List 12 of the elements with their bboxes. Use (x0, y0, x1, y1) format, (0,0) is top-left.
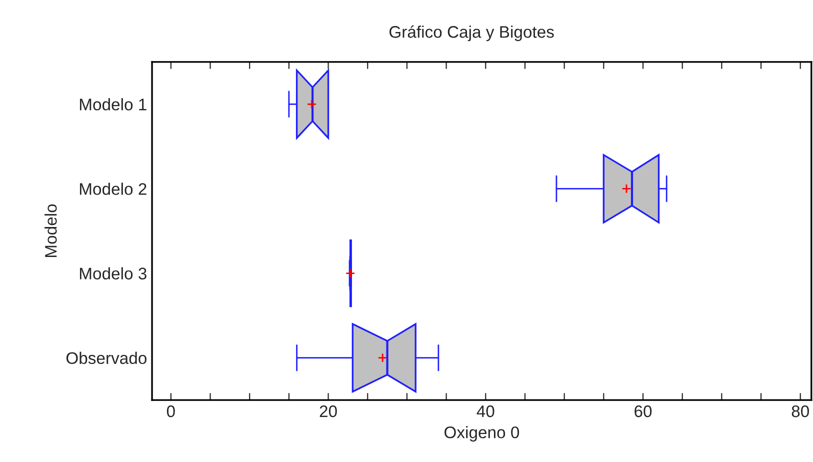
y-tick-label: Observado (66, 352, 146, 364)
x-tick-label: 80 (792, 405, 809, 418)
y-axis-title: Modelo (44, 204, 57, 257)
x-tick-label: 20 (320, 405, 337, 418)
x-axis-title: Oxigeno 0 (444, 426, 520, 442)
x-tick-label: 60 (634, 405, 652, 418)
y-tick-label: Modelo 3 (80, 267, 146, 280)
chart-title: Gráfico Caja y Bigotes (389, 25, 554, 42)
x-tick-label: 0 (166, 405, 175, 418)
x-tick-label: 40 (476, 405, 494, 418)
y-tick-label: Modelo 2 (80, 182, 146, 195)
y-tick-label: Modelo 1 (80, 98, 146, 110)
